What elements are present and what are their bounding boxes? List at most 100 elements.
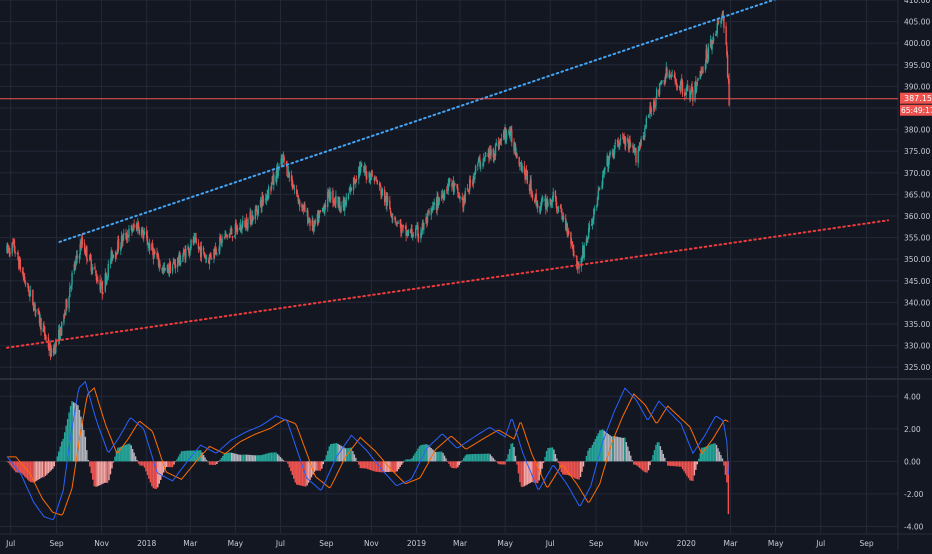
macd-histogram-bar: [50, 461, 53, 471]
macd-histogram-bar: [505, 459, 508, 462]
candle-body: [643, 135, 645, 137]
candle-body: [686, 85, 688, 88]
macd-histogram-bar: [647, 461, 650, 471]
candle-body: [449, 178, 451, 182]
candle-body: [136, 224, 138, 231]
macd-histogram-bar: [319, 461, 322, 471]
macd-histogram-bar: [414, 453, 416, 462]
macd-histogram-bar: [245, 454, 248, 462]
macd-histogram-bar: [486, 453, 489, 462]
candle-body: [421, 223, 424, 232]
macd-histogram-bar: [508, 448, 511, 462]
candle-body: [307, 210, 309, 224]
macd-histogram-bar: [541, 461, 543, 469]
candle-body: [195, 237, 197, 244]
candle-body: [627, 140, 630, 150]
time-tick-label: 2020: [677, 539, 696, 548]
macd-histogram-bar: [418, 446, 421, 462]
candle-body: [572, 244, 574, 252]
candle-body: [580, 258, 582, 268]
candle-body: [293, 188, 296, 190]
candle-body: [448, 177, 450, 182]
candle-body: [312, 220, 314, 231]
candle-body: [287, 170, 290, 177]
macd-histogram-bar: [568, 461, 570, 476]
macd-histogram-bar: [12, 461, 14, 469]
candle-body: [519, 162, 522, 165]
candle-body: [660, 82, 662, 85]
candle-body: [655, 98, 657, 107]
candle-body: [251, 215, 254, 223]
candle-body: [322, 206, 325, 208]
macd-histogram-bar: [9, 461, 11, 465]
candle-body: [375, 177, 377, 179]
candle-body: [385, 197, 387, 206]
macd-histogram-bar: [594, 439, 597, 462]
candle-body: [226, 235, 228, 238]
candle-body: [73, 264, 75, 272]
candle-body: [171, 265, 174, 272]
candle-body: [539, 206, 541, 213]
macd-histogram-bar: [146, 461, 149, 476]
macd-histogram-bar: [452, 461, 455, 469]
price-tick-label: 335.00: [904, 320, 930, 329]
candle-body: [296, 192, 299, 195]
macd-histogram-bar: [213, 461, 215, 465]
macd-histogram-bar: [409, 459, 412, 462]
macd-panel: [6, 380, 730, 521]
candle-body: [617, 140, 619, 147]
candle-body: [487, 152, 489, 157]
candle-body: [75, 255, 78, 260]
macd-histogram-bar: [55, 461, 57, 462]
macd-histogram-bar: [726, 461, 728, 483]
macd-histogram-bar: [471, 454, 474, 462]
macd-histogram-bar: [202, 454, 205, 462]
macd-histogram-bar: [371, 461, 373, 471]
macd-histogram-bar: [390, 461, 393, 472]
macd-histogram-bar: [303, 461, 305, 487]
macd-histogram-bar: [140, 461, 143, 466]
candle-body: [722, 10, 724, 18]
candle-body: [469, 180, 472, 183]
macd-histogram-bar: [242, 454, 245, 462]
macd-histogram-bar: [10, 461, 13, 467]
candle-body: [234, 224, 237, 235]
macd-histogram-bar: [40, 461, 42, 479]
candle-body: [425, 217, 427, 223]
macd-histogram-bar: [507, 454, 509, 462]
candle-body: [673, 74, 676, 78]
candle-body: [575, 255, 577, 257]
candle-body: [355, 178, 358, 180]
candle-body: [431, 209, 433, 211]
candle-body: [399, 220, 401, 224]
macd-histogram-bar: [68, 412, 70, 462]
macd-histogram-bar: [662, 453, 665, 462]
candle-body: [400, 226, 403, 234]
candle-body: [83, 243, 86, 253]
candle-body: [151, 243, 154, 252]
candle-body: [685, 88, 687, 96]
macd-histogram-bar: [260, 455, 262, 462]
candle-body: [147, 246, 149, 247]
macd-histogram-bar: [300, 461, 302, 486]
candle-body: [400, 224, 402, 233]
candle-body: [435, 202, 438, 210]
candle-body: [701, 71, 703, 73]
macd-histogram-bar: [406, 459, 409, 462]
macd-histogram-bar: [87, 460, 90, 462]
candle-body: [366, 176, 368, 178]
macd-histogram-bar: [439, 451, 441, 462]
macd-histogram-bar: [625, 442, 628, 462]
candle-body: [189, 249, 191, 252]
candle-body: [485, 155, 487, 157]
macd-histogram-bar: [92, 461, 94, 480]
candle-body: [236, 228, 238, 232]
candle-body: [38, 310, 40, 312]
macd-histogram-bar: [29, 461, 32, 483]
macd-histogram-bar: [225, 452, 227, 462]
macd-histogram-bar: [145, 461, 147, 472]
candle-body: [270, 188, 272, 190]
macd-histogram-bar: [721, 458, 724, 462]
macd-histogram-bar: [214, 461, 217, 465]
